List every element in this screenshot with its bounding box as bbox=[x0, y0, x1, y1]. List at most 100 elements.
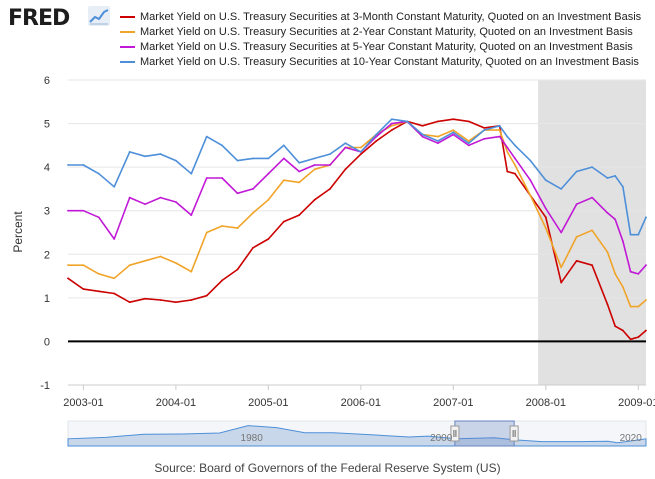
y-tick-label: 1 bbox=[44, 293, 50, 305]
data-point bbox=[282, 157, 285, 160]
data-point bbox=[298, 170, 301, 173]
data-point bbox=[606, 303, 609, 306]
legend-item[interactable]: Market Yield on U.S. Treasury Securities… bbox=[120, 10, 641, 25]
data-point bbox=[375, 133, 378, 136]
data-point bbox=[190, 299, 193, 301]
data-point bbox=[113, 238, 116, 240]
navigator-area bbox=[67, 425, 647, 447]
data-point bbox=[621, 286, 624, 288]
data-point bbox=[437, 142, 439, 145]
data-point bbox=[467, 140, 470, 142]
navigator-selection[interactable] bbox=[454, 420, 515, 447]
data-point bbox=[637, 233, 640, 236]
navigator-handle-left[interactable] bbox=[450, 425, 460, 442]
data-point bbox=[174, 201, 177, 203]
data-point bbox=[298, 181, 301, 184]
data-point bbox=[437, 140, 439, 142]
y-tick-label: 4 bbox=[44, 162, 50, 174]
data-point bbox=[421, 124, 424, 127]
data-point bbox=[97, 172, 100, 175]
navigator-label: 2000 bbox=[430, 433, 453, 444]
data-point bbox=[205, 177, 208, 179]
data-point bbox=[313, 157, 316, 160]
data-point bbox=[560, 281, 563, 284]
data-point bbox=[629, 338, 632, 341]
data-point bbox=[282, 220, 285, 223]
data-point bbox=[375, 140, 378, 142]
legend-item[interactable]: Market Yield on U.S. Treasury Securities… bbox=[120, 55, 641, 70]
data-point bbox=[236, 159, 239, 162]
data-point bbox=[113, 185, 116, 188]
chart-legend: Market Yield on U.S. Treasury Securities… bbox=[120, 10, 641, 70]
data-point bbox=[529, 159, 532, 162]
data-point bbox=[359, 153, 362, 155]
data-point bbox=[645, 216, 647, 219]
data-point bbox=[637, 272, 640, 275]
series-line-2 bbox=[68, 120, 647, 275]
y-tick-label: 3 bbox=[44, 206, 50, 218]
x-tick-label: 2009-01 bbox=[618, 397, 655, 409]
data-point bbox=[313, 168, 316, 171]
legend-item[interactable]: Market Yield on U.S. Treasury Securities… bbox=[120, 40, 641, 55]
data-point bbox=[421, 135, 424, 138]
data-point bbox=[629, 270, 632, 273]
x-tick-label: 2004-01 bbox=[156, 397, 196, 409]
data-point bbox=[621, 329, 624, 332]
legend-swatch bbox=[120, 46, 135, 48]
data-point bbox=[267, 172, 270, 175]
data-point bbox=[205, 231, 208, 234]
navigator-handle-right[interactable] bbox=[509, 425, 519, 442]
navigator[interactable]: 1980 2000 2020 bbox=[67, 420, 647, 447]
data-point bbox=[544, 179, 547, 182]
data-point bbox=[621, 240, 624, 243]
data-point bbox=[560, 188, 563, 190]
data-point bbox=[614, 325, 617, 328]
y-tick-label: 5 bbox=[44, 119, 50, 131]
data-point bbox=[483, 137, 486, 140]
data-point bbox=[452, 118, 455, 121]
data-point bbox=[236, 192, 239, 195]
data-point bbox=[390, 122, 393, 125]
data-point bbox=[637, 336, 640, 338]
data-point bbox=[236, 268, 239, 271]
data-point bbox=[144, 259, 146, 262]
data-point bbox=[282, 144, 285, 147]
data-point bbox=[591, 166, 593, 169]
legend-label: Market Yield on U.S. Treasury Securities… bbox=[140, 11, 642, 23]
x-tick-label: 2008-01 bbox=[526, 397, 566, 409]
line-chart-icon bbox=[88, 6, 110, 26]
data-point bbox=[506, 146, 509, 149]
data-point bbox=[97, 290, 100, 293]
data-point bbox=[544, 227, 547, 230]
data-point bbox=[344, 146, 347, 149]
data-point bbox=[406, 120, 408, 123]
data-point bbox=[97, 272, 100, 275]
data-point bbox=[506, 150, 509, 153]
data-point bbox=[452, 131, 455, 134]
data-point bbox=[113, 292, 116, 295]
data-point bbox=[390, 124, 393, 127]
data-point bbox=[205, 135, 208, 138]
data-point bbox=[390, 118, 393, 121]
data-point bbox=[282, 179, 285, 182]
data-point bbox=[298, 214, 301, 216]
data-point bbox=[144, 203, 146, 206]
data-point bbox=[467, 144, 470, 147]
data-point bbox=[483, 129, 486, 132]
data-point bbox=[159, 153, 162, 155]
y-tick-label: 6 bbox=[44, 75, 50, 87]
data-point bbox=[498, 129, 501, 132]
x-axis-ticks: 2003-01 2004-01 2005-01 2006-01 2007-01 2008-… bbox=[63, 385, 655, 409]
data-point bbox=[544, 216, 547, 219]
data-point bbox=[437, 135, 439, 138]
data-point bbox=[506, 135, 509, 138]
data-point bbox=[467, 142, 470, 145]
data-point bbox=[560, 231, 563, 234]
data-point bbox=[498, 135, 501, 138]
data-point bbox=[190, 270, 193, 273]
data-point bbox=[621, 185, 624, 188]
legend-item[interactable]: Market Yield on U.S. Treasury Securities… bbox=[120, 25, 641, 40]
data-point bbox=[614, 174, 617, 177]
x-tick-label: 2007-01 bbox=[433, 397, 473, 409]
